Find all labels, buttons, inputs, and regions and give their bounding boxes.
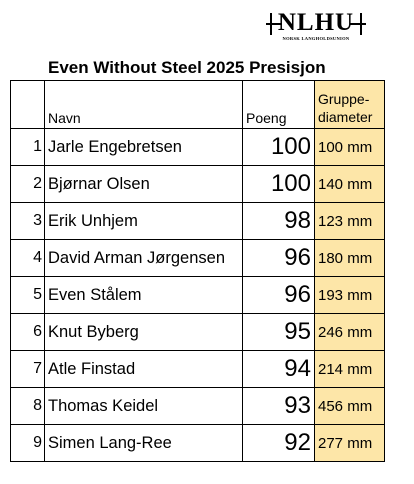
logo-subtext: NORSK LANGHOLDSUNION: [282, 36, 350, 41]
header-diameter: Gruppe-diameter: [314, 80, 385, 129]
logo-left-bar: [266, 23, 282, 25]
row-name: Even Stålem: [44, 276, 243, 314]
row-name: Jarle Engebretsen: [44, 128, 243, 166]
row-diameter: 140 mm: [314, 165, 385, 203]
row-score: 100: [242, 165, 315, 203]
row-rank: 1: [10, 128, 45, 166]
table-row: 2 Bjørnar Olsen 100 140 mm: [10, 165, 385, 203]
row-diameter: 100 mm: [314, 128, 385, 166]
row-score: 95: [242, 313, 315, 351]
row-name: David Arman Jørgensen: [44, 239, 243, 277]
logo-right-bar: [350, 23, 366, 25]
table-row: 7 Atle Finstad 94 214 mm: [10, 350, 385, 388]
row-name: Knut Byberg: [44, 313, 243, 351]
row-rank: 6: [10, 313, 45, 351]
row-name: Bjørnar Olsen: [44, 165, 243, 203]
table-row: 9 Simen Lang-Ree 92 277 mm: [10, 424, 385, 462]
header-score: Poeng: [242, 80, 315, 129]
table-row: 5 Even Stålem 96 193 mm: [10, 276, 385, 314]
row-rank: 7: [10, 350, 45, 388]
row-name: Erik Unhjem: [44, 202, 243, 240]
row-diameter: 277 mm: [314, 424, 385, 462]
row-diameter: 123 mm: [314, 202, 385, 240]
row-diameter: 456 mm: [314, 387, 385, 425]
table-row: 6 Knut Byberg 95 246 mm: [10, 313, 385, 351]
row-name: Thomas Keidel: [44, 387, 243, 425]
table-row: 8 Thomas Keidel 93 456 mm: [10, 387, 385, 425]
row-rank: 5: [10, 276, 45, 314]
row-name: Simen Lang-Ree: [44, 424, 243, 462]
results-table: Navn Poeng Gruppe-diameter 1 Jarle Engeb…: [10, 80, 385, 462]
row-score: 96: [242, 239, 315, 277]
row-diameter: 246 mm: [314, 313, 385, 351]
row-score: 92: [242, 424, 315, 462]
row-score: 96: [242, 276, 315, 314]
table-header-row: Navn Poeng Gruppe-diameter: [10, 80, 385, 129]
table-row: 3 Erik Unhjem 98 123 mm: [10, 202, 385, 240]
row-score: 93: [242, 387, 315, 425]
table-row: 4 David Arman Jørgensen 96 180 mm: [10, 239, 385, 277]
row-rank: 4: [10, 239, 45, 277]
row-score: 100: [242, 128, 315, 166]
nlhu-logo: NLHU NORSK LANGHOLDSUNION: [266, 8, 366, 48]
row-diameter: 180 mm: [314, 239, 385, 277]
logo-text: NLHU: [277, 9, 355, 36]
table-row: 1 Jarle Engebretsen 100 100 mm: [10, 128, 385, 166]
page-title: Even Without Steel 2025 Presisjon: [48, 58, 326, 77]
row-name: Atle Finstad: [44, 350, 243, 388]
row-diameter: 214 mm: [314, 350, 385, 388]
row-rank: 2: [10, 165, 45, 203]
row-rank: 8: [10, 387, 45, 425]
row-score: 94: [242, 350, 315, 388]
header-name: Navn: [44, 80, 243, 129]
row-score: 98: [242, 202, 315, 240]
row-rank: 9: [10, 424, 45, 462]
row-rank: 3: [10, 202, 45, 240]
header-rank: [10, 80, 45, 129]
row-diameter: 193 mm: [314, 276, 385, 314]
